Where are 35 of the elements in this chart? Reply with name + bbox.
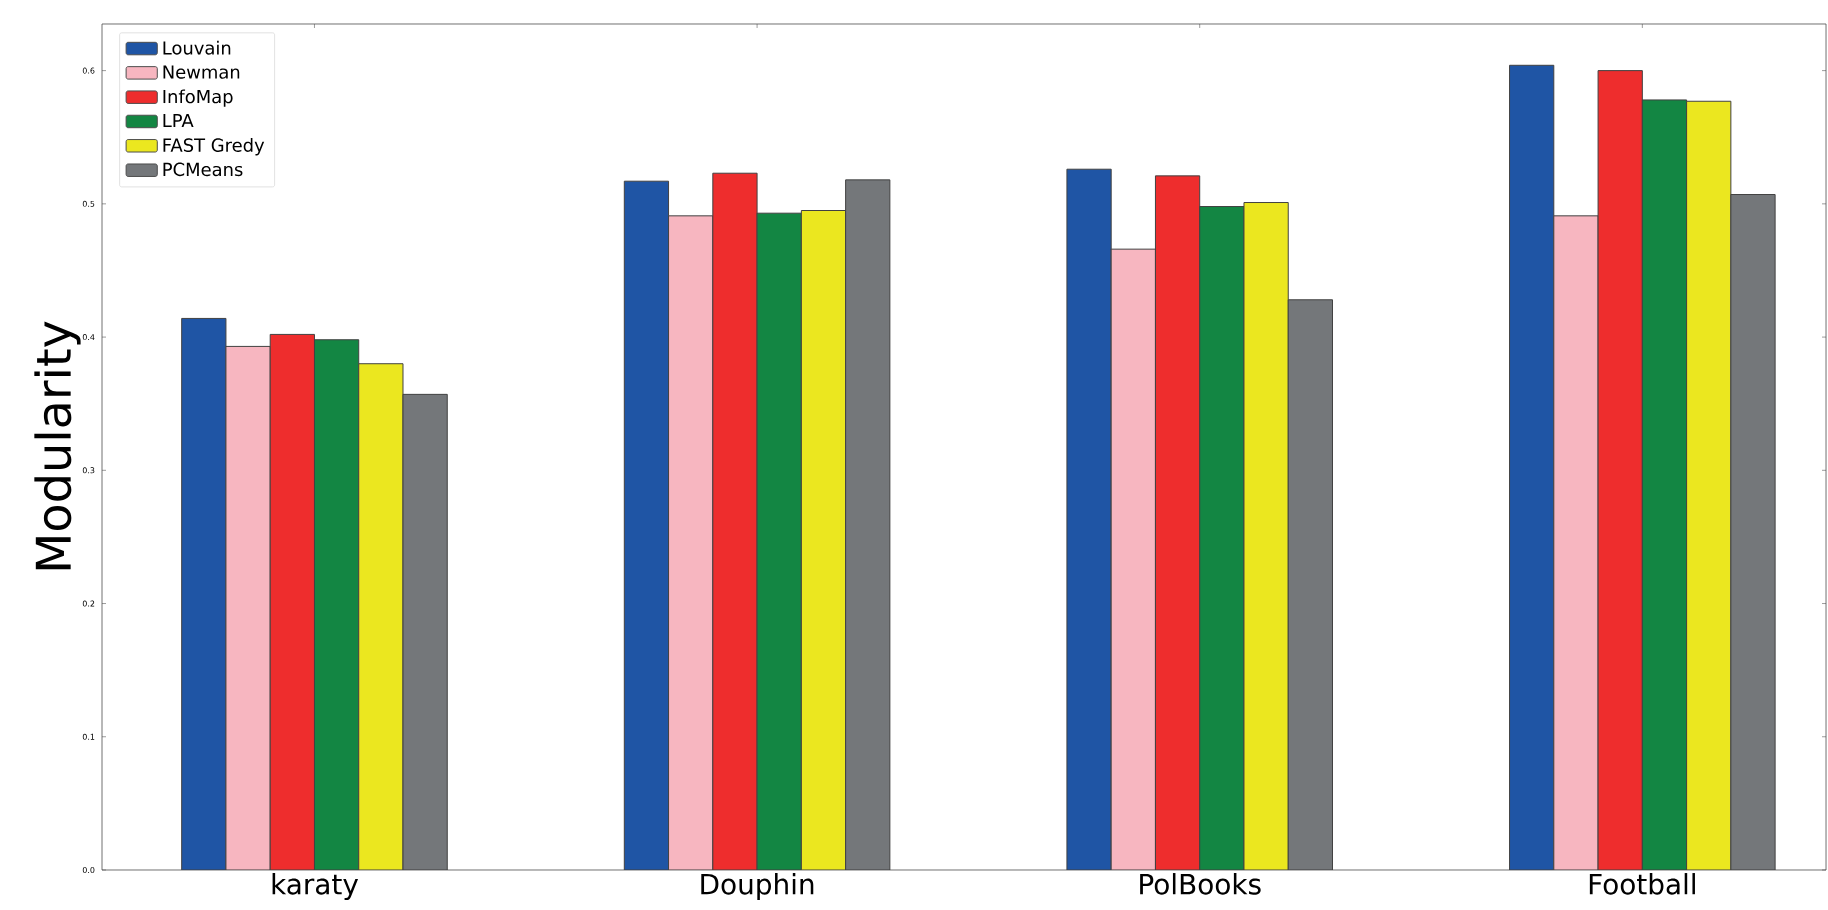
bar bbox=[756, 212, 802, 870]
y-axis-title: Modularity bbox=[34, 321, 81, 570]
legend-label: InfoMap bbox=[163, 89, 233, 107]
bar bbox=[1199, 206, 1245, 870]
legend-label: LPA bbox=[163, 114, 194, 128]
bar bbox=[1110, 248, 1156, 870]
legend-label: PCMeans bbox=[163, 162, 243, 177]
legend-label: FAST Gredy bbox=[163, 138, 265, 156]
x-tick-label: Football bbox=[1589, 873, 1695, 895]
bar bbox=[402, 393, 448, 870]
bar bbox=[1730, 194, 1776, 870]
bar bbox=[1686, 100, 1732, 870]
bar bbox=[1509, 64, 1555, 870]
bar bbox=[1154, 175, 1201, 870]
bar bbox=[358, 363, 404, 870]
bar bbox=[1066, 168, 1112, 870]
legend-label: Newman bbox=[163, 65, 240, 79]
x-tick-label: Douphin bbox=[701, 873, 814, 901]
bar bbox=[800, 210, 847, 870]
bar bbox=[225, 345, 271, 870]
x-tick-label: karaty bbox=[272, 873, 359, 901]
bar bbox=[1597, 70, 1643, 870]
bar bbox=[712, 172, 758, 870]
bar bbox=[1553, 215, 1599, 870]
bar bbox=[1287, 299, 1333, 870]
bar bbox=[845, 179, 891, 870]
bar bbox=[313, 339, 360, 870]
legend-label: Louvain bbox=[163, 40, 231, 55]
bar bbox=[623, 180, 670, 870]
bar bbox=[181, 317, 227, 870]
bar bbox=[1243, 202, 1289, 870]
bar bbox=[269, 333, 315, 870]
x-tick-label: PolBooks bbox=[1140, 873, 1261, 895]
bar bbox=[668, 215, 714, 870]
bar bbox=[1641, 99, 1688, 870]
